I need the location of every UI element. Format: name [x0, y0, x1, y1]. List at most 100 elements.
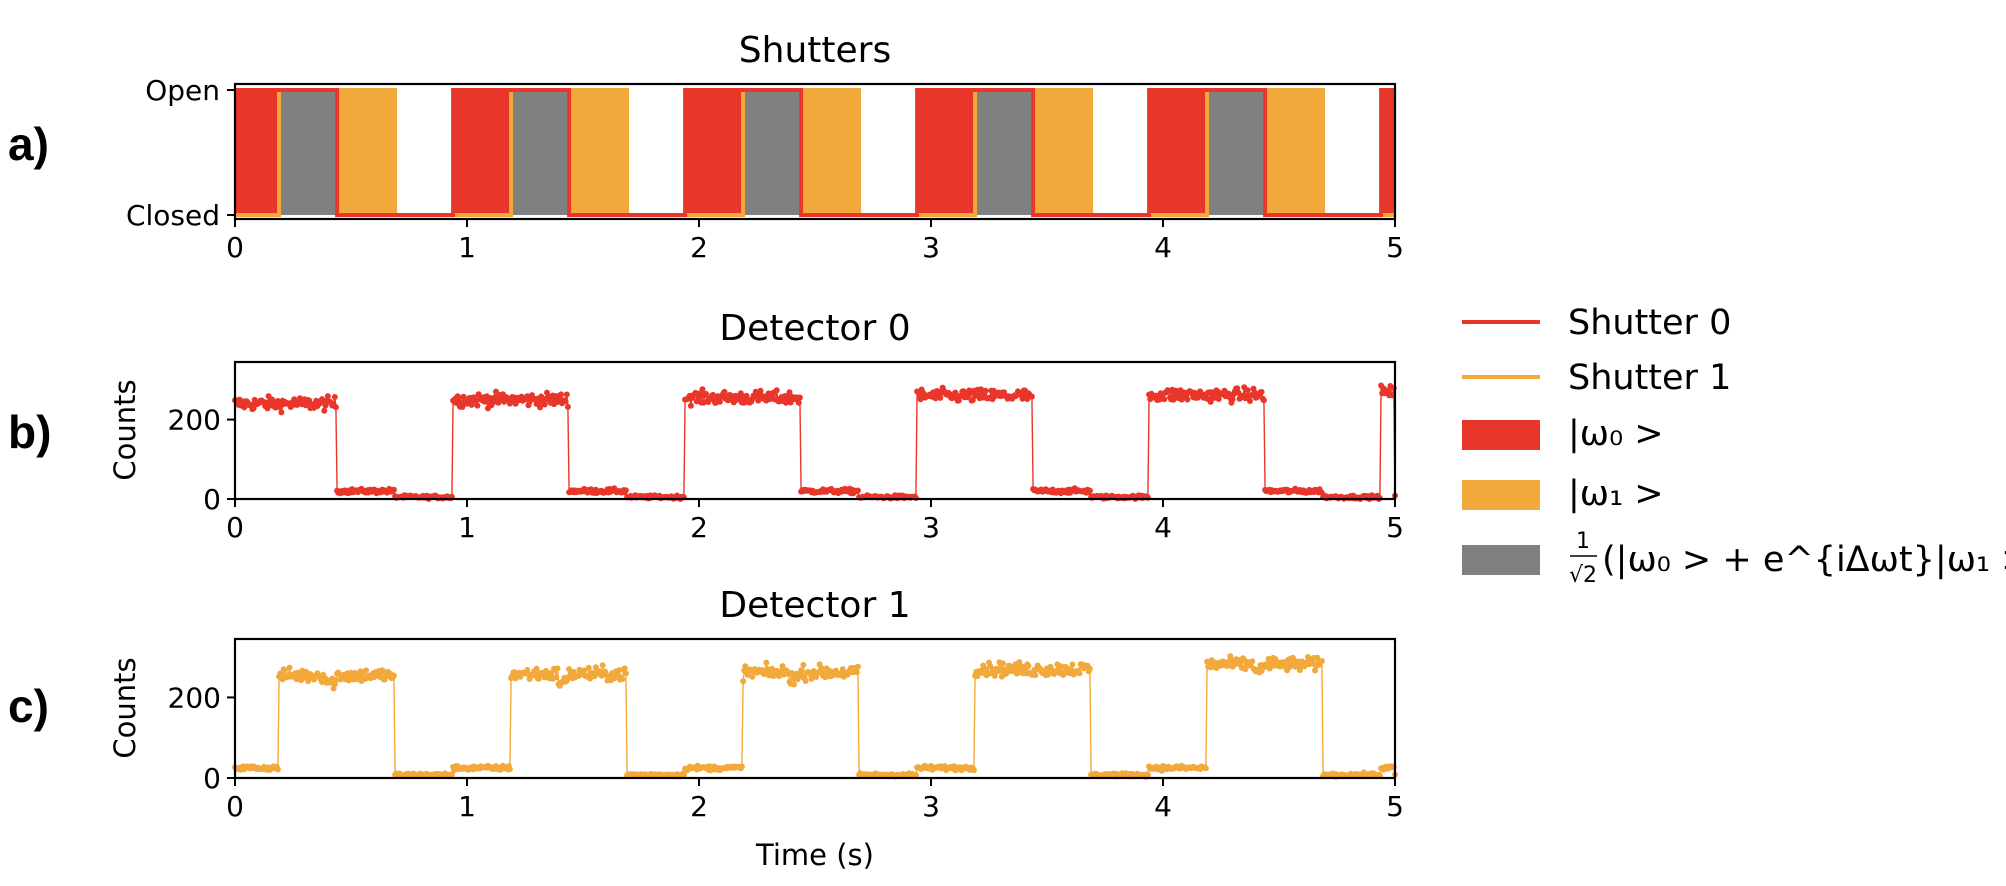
superposition-region-2 [743, 90, 802, 215]
panel-a-x-ticks: 0 1 2 3 4 5 [226, 219, 1404, 264]
panel-b-x-ticks: 0 1 2 3 4 5 [226, 499, 1404, 544]
panel-b-frame [233, 360, 1397, 501]
x-tick-label-1: 1 [458, 231, 476, 264]
data-point [305, 678, 312, 685]
data-point [599, 662, 606, 669]
data-point [709, 391, 716, 398]
data-point [680, 772, 687, 778]
data-point [490, 399, 497, 405]
data-point [791, 681, 798, 688]
legend: Shutter 0 Shutter 1 |ω₀ > |ω₁ > 1 √2 (|ω… [1462, 303, 2006, 588]
superposition-region-0 [279, 90, 338, 215]
y-tick-label-closed: Closed [126, 199, 220, 232]
data-point [332, 677, 339, 684]
data-point [800, 661, 807, 668]
data-point [1265, 655, 1272, 662]
x-tick-label-2: 2 [690, 231, 708, 264]
data-point [390, 486, 397, 493]
data-point [999, 660, 1006, 667]
x-tick-label-0: 0 [226, 231, 244, 264]
data-point [321, 407, 328, 414]
omega1-region-1 [569, 90, 628, 215]
panel-c-x-ticks: 0 1 2 3 4 5 [226, 778, 1404, 823]
y-tick-label-1: 200 [168, 681, 221, 714]
data-point [541, 401, 548, 408]
data-point [1234, 385, 1241, 392]
data-point [912, 772, 919, 779]
data-point [783, 399, 789, 406]
legend-swatch-superposition [1462, 545, 1540, 575]
data-point [1247, 398, 1253, 404]
data-point [390, 672, 397, 679]
omega1-region-2 [801, 90, 860, 215]
counts-markers [232, 653, 1398, 780]
y-tick-label-0: 0 [203, 762, 221, 795]
data-point [537, 404, 544, 411]
data-point [1215, 396, 1222, 402]
legend-swatch-omega-0 [1462, 420, 1540, 450]
data-point [737, 390, 744, 397]
panel-b-y-ticks: 0 200 [168, 404, 235, 516]
panel-c-y-ticks: 0 200 [168, 681, 235, 795]
x-tick-label-3: 3 [922, 231, 940, 264]
data-point [1318, 658, 1325, 664]
panel-label-b: b) [8, 406, 51, 458]
data-point [1076, 670, 1083, 677]
data-point [493, 388, 499, 395]
omega0-region-3 [917, 90, 976, 215]
x-tick-label-4: 4 [1154, 231, 1172, 264]
data-point [795, 399, 802, 406]
superposition-region-4 [1207, 90, 1266, 215]
data-point [1170, 396, 1177, 403]
panel-c-marks [232, 653, 1398, 780]
x-tick-label-4: 4 [1154, 511, 1172, 544]
data-point [796, 394, 803, 401]
panel-c-frame [233, 637, 1397, 780]
omega1-region-0 [337, 90, 396, 215]
data-point [535, 675, 542, 682]
data-point [937, 394, 944, 401]
x-tick-label-1: 1 [458, 790, 476, 823]
data-point [854, 487, 861, 494]
panel-b-ylabel: Counts [108, 379, 142, 480]
data-point [1202, 765, 1209, 772]
data-point [1025, 662, 1032, 669]
data-point [331, 394, 338, 400]
data-point [699, 386, 706, 393]
x-tick-label-3: 3 [922, 511, 940, 544]
panel-b-title: Detector 0 [719, 308, 910, 349]
data-point [917, 396, 924, 403]
data-point [553, 674, 560, 681]
omega0-region-1 [453, 90, 512, 215]
x-tick-label-1: 1 [458, 511, 476, 544]
data-point [1207, 398, 1214, 405]
data-point [322, 402, 329, 409]
y-tick-label-0: 0 [203, 483, 221, 516]
panel-c-detector-1: c) Detector 1 Counts 0 200 0 1 2 3 4 5 Time (s… [8, 585, 1404, 872]
omega0-region-2 [685, 90, 744, 215]
omega0-region-4 [1149, 90, 1208, 215]
legend-label-superposition: (|ω₀ > + e^{iΔωt}|ω₁ > ) [1602, 540, 2006, 580]
data-point [332, 404, 339, 411]
legend-label-omega-0: |ω₀ > [1568, 414, 1664, 454]
x-tick-label-5: 5 [1386, 231, 1404, 264]
y-tick-label-open: Open [145, 74, 220, 107]
x-tick-label-0: 0 [226, 790, 244, 823]
data-point [819, 665, 825, 672]
data-point [1013, 670, 1020, 677]
x-tick-label-4: 4 [1154, 790, 1172, 823]
data-point [853, 669, 860, 676]
data-point [749, 673, 756, 680]
data-point [1161, 396, 1168, 403]
x-tick-label-3: 3 [922, 790, 940, 823]
panel-a-marks [235, 88, 1395, 217]
x-tick-label-2: 2 [690, 511, 708, 544]
data-point [1244, 387, 1251, 394]
data-point [757, 387, 764, 394]
data-point [703, 390, 709, 397]
data-point [581, 667, 588, 674]
data-point [982, 387, 989, 394]
data-point [455, 395, 462, 402]
data-point [854, 663, 861, 670]
